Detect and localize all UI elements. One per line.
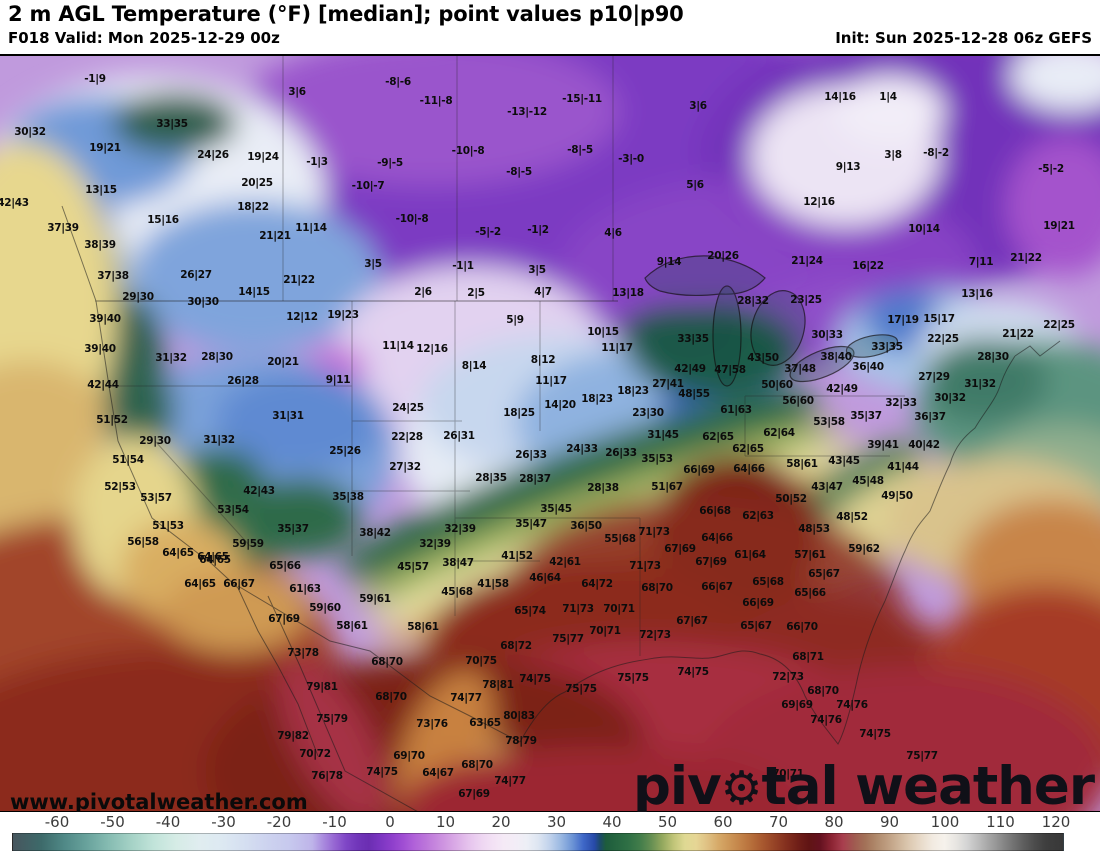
colorbar-tick-label: 30	[546, 813, 567, 831]
colorbar-tick-label: 120	[1041, 813, 1071, 831]
header-bar: 2 m AGL Temperature (°F) [median]; point…	[0, 0, 1100, 54]
gear-icon: ⚙	[720, 761, 763, 815]
colorbar-tick-label: 90	[879, 813, 900, 831]
temperature-colorbar	[12, 833, 1064, 851]
colorbar-tick-label: 20	[491, 813, 511, 831]
state-border-lines	[109, 56, 905, 656]
colorbar-tick-label: 100	[930, 813, 960, 831]
colorbar-tick-label: 40	[602, 813, 622, 831]
logo-text-suffix: tal weather	[761, 756, 1095, 817]
colorbar-tick-label: -30	[211, 813, 236, 831]
colorbar-tick-label: 70	[768, 813, 789, 831]
colorbar-tick-labels: -60 -50 -40 -30 -20 -10 0 10 20 30 40 50 60 70 80 90 100…	[0, 813, 1100, 831]
colorbar-tick-label: 60	[713, 813, 733, 831]
page-title: 2 m AGL Temperature (°F) [median]; point…	[8, 2, 684, 26]
colorbar-tick-label: 10	[435, 813, 456, 831]
valid-time-label: F018 Valid: Mon 2025-12-29 00z	[8, 29, 280, 47]
colorbar-tick-label: -50	[100, 813, 125, 831]
colorbar-tick-label: -40	[155, 813, 181, 831]
pivotalweather-logo: piv⚙tal weather	[633, 760, 1095, 815]
colorbar-tick-label: -20	[266, 813, 292, 831]
init-time-label: Init: Sun 2025-12-28 06z GEFS	[835, 29, 1092, 47]
colorbar-tick-label: -10	[322, 813, 347, 831]
colorbar-tick-label: 110	[986, 813, 1015, 831]
great-lakes-outlines	[644, 255, 899, 387]
colorbar-tick-label: -60	[44, 813, 70, 831]
temperature-field-graphic	[0, 56, 1100, 811]
temperature-map	[0, 54, 1100, 812]
colorbar-strip: -60 -50 -40 -30 -20 -10 0 10 20 30 40 50 60 70 80 90 100…	[0, 812, 1100, 851]
colorbar-tick-label: 0	[385, 813, 395, 831]
country-border-lines	[61, 205, 1061, 811]
logo-text-prefix: piv	[632, 756, 722, 817]
colorbar-tick-label: 50	[657, 813, 678, 831]
watermark-url: www.pivotalweather.com	[10, 790, 308, 814]
colorbar-tick-label: 80	[824, 813, 844, 831]
